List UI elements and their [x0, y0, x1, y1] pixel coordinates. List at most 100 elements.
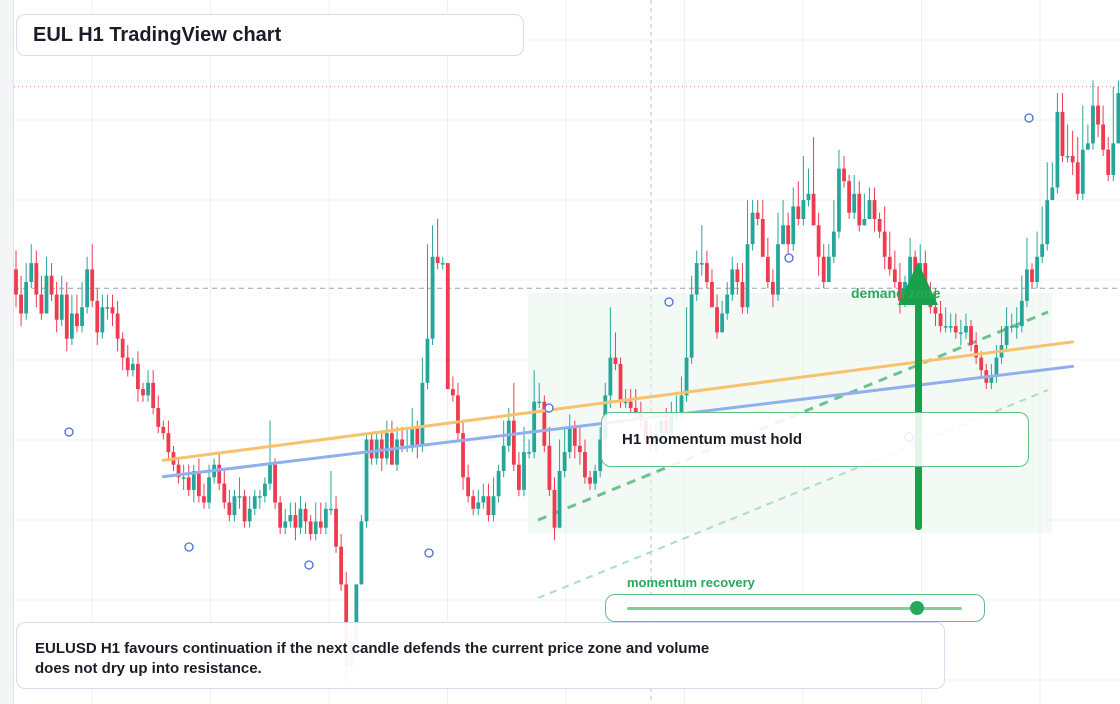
candle-body [557, 471, 562, 528]
candle-body [547, 445, 552, 490]
candle-body [69, 313, 74, 339]
candle-body [59, 294, 64, 320]
candle-body [283, 521, 288, 528]
event-marker [544, 403, 554, 413]
candle-body [517, 464, 521, 490]
candle-body [1060, 111, 1065, 156]
analysis-note: EULUSD H1 favours continuation if the ne… [16, 622, 945, 689]
candle-body [39, 294, 44, 314]
candle-body [146, 382, 150, 396]
candle-body [755, 212, 760, 219]
candle-body [1035, 256, 1039, 282]
candle-body [623, 401, 628, 404]
candle-body [136, 363, 140, 390]
candle-body [537, 401, 542, 404]
candle-body [207, 477, 211, 503]
candle-body [760, 219, 765, 257]
candle-body [613, 357, 618, 364]
candle-body [710, 282, 714, 308]
candle-body [354, 584, 359, 642]
event-marker [664, 297, 674, 307]
candle-body [831, 231, 836, 257]
event-marker [184, 542, 194, 552]
candle-body [293, 515, 298, 528]
candle-body [476, 502, 481, 509]
candle-body [14, 269, 18, 295]
candle-body [725, 294, 730, 314]
candle-body [989, 376, 994, 383]
candle-body [415, 426, 420, 446]
candle-body [852, 193, 857, 213]
candle-body [511, 420, 516, 465]
candle-body [166, 433, 171, 453]
candle-body [964, 326, 968, 333]
candle-body [456, 395, 460, 434]
candle-body [440, 263, 445, 265]
candle-body [34, 263, 39, 295]
candle-body [562, 452, 567, 471]
candle-body [821, 256, 826, 282]
candle-body [781, 225, 785, 245]
candle-body [400, 439, 404, 446]
candle-body [583, 452, 587, 478]
candle-body [395, 439, 399, 465]
candle-body [847, 181, 852, 213]
candle-body [953, 326, 958, 333]
candle-body [64, 294, 69, 339]
candle-body [308, 521, 313, 534]
candle-body [273, 464, 277, 503]
candle-body [191, 471, 196, 490]
candle-body [501, 445, 506, 471]
candle-body [1065, 156, 1070, 158]
candle-body [257, 496, 262, 498]
candle-body [1025, 269, 1029, 301]
candle-body [542, 401, 547, 446]
candle-body [867, 200, 872, 219]
slider-thumb[interactable] [909, 601, 924, 615]
candle-body [898, 282, 902, 301]
candle-body [359, 521, 364, 585]
candle-body [938, 313, 943, 327]
candle-body [303, 508, 308, 522]
candle-body [313, 521, 318, 534]
candle-body [247, 508, 252, 522]
momentum-callout: H1 momentum must hold [601, 412, 1029, 467]
candle-body [445, 263, 450, 390]
candle-body [288, 515, 293, 522]
candle-body [227, 502, 232, 516]
candle-body [232, 496, 237, 516]
candle-body [1019, 300, 1024, 327]
candle-body [268, 464, 272, 484]
analysis-note-text: EULUSD H1 favours continuation if the ne… [35, 640, 710, 677]
candle-body [567, 426, 572, 453]
candle-body [699, 263, 704, 265]
candle-body [816, 225, 821, 257]
candle-body [141, 389, 145, 396]
candle-body [100, 307, 105, 333]
candle-body [720, 313, 725, 333]
candle-body [791, 206, 796, 245]
slider-track[interactable] [627, 607, 962, 610]
candle-body [24, 282, 29, 314]
candle-body [618, 363, 623, 402]
candle-body [1106, 149, 1111, 175]
candle-body [461, 433, 465, 478]
candle-body [323, 508, 328, 528]
candle-body [466, 477, 471, 497]
candle-body [1096, 105, 1100, 125]
candle-body [481, 496, 486, 503]
candle-body [532, 401, 537, 453]
candle-body [120, 338, 125, 358]
candle-body [105, 307, 110, 309]
event-marker [784, 253, 794, 263]
candle-body [552, 489, 557, 528]
candle-body [450, 389, 455, 396]
candle-body [1009, 326, 1014, 328]
candle-body [771, 282, 775, 295]
candle-body [572, 426, 577, 446]
candle-body [329, 508, 333, 511]
candle-body [776, 244, 780, 295]
candle-body [176, 464, 181, 478]
demand-zone-label: demand zone [851, 285, 941, 301]
momentum-recovery-slider[interactable] [605, 594, 985, 622]
